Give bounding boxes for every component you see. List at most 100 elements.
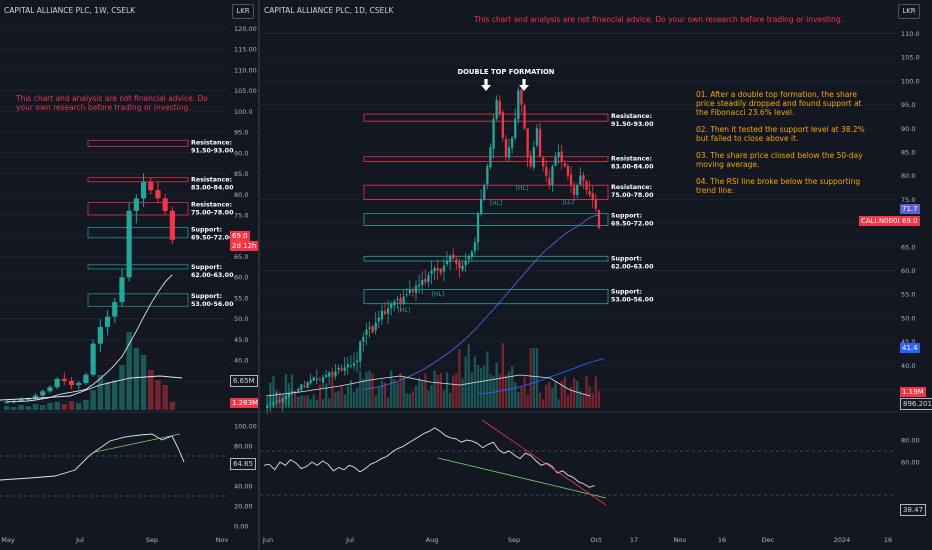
- candle-body: [452, 254, 455, 259]
- candle-body: [47, 387, 53, 392]
- volume-bar: [514, 382, 517, 408]
- zone-range: 75.00-78.00: [611, 192, 654, 199]
- price-tick-label: 55.0: [901, 291, 915, 299]
- candle-body: [275, 400, 278, 403]
- volume-bar: [340, 386, 343, 408]
- candle-body: [424, 279, 427, 283]
- volume-bar: [396, 382, 399, 408]
- candle-body: [83, 374, 89, 384]
- volume-bar: [526, 394, 529, 408]
- daily-currency-button[interactable]: LKR: [898, 4, 920, 19]
- volume-bar: [408, 393, 411, 408]
- volume-bar: [68, 401, 75, 410]
- candle-body: [480, 199, 483, 215]
- candle-body: [492, 118, 495, 149]
- volume-bar: [402, 375, 405, 408]
- candle-body: [588, 191, 591, 195]
- candle-body: [343, 367, 346, 371]
- candle-body: [573, 186, 576, 195]
- candle-body: [430, 270, 433, 274]
- volume-bar: [535, 348, 539, 408]
- candle-body: [473, 242, 477, 252]
- weekly-chart-panel[interactable]: 120.00 115.00 110.00 105.00 100.0 95.0 90.0 85.…: [0, 0, 261, 550]
- volume-bar: [461, 378, 464, 408]
- candle-body: [374, 322, 377, 331]
- volume-bar: [557, 399, 560, 408]
- volume-bar: [331, 374, 334, 408]
- volume-bar: [582, 393, 585, 408]
- volume-bar: [162, 385, 168, 410]
- volume-bar: [442, 390, 446, 408]
- volume-bar: [449, 392, 452, 408]
- price-tick-label: 50.0: [234, 315, 248, 323]
- candle-body: [303, 385, 306, 387]
- volume-bar: [294, 391, 297, 408]
- x-axis-label: 16: [884, 536, 892, 544]
- candle-body: [436, 268, 439, 271]
- analysis-note: 03. The share price closed below the 50-…: [696, 151, 863, 169]
- daily-chart-panel[interactable]: 110.0105.0100.095.090.085.080.075.070.06…: [260, 0, 932, 550]
- volume-bar: [359, 370, 362, 408]
- daily-ma-badge: 71.7: [900, 204, 920, 214]
- price-tick-label: 95.0: [234, 129, 248, 137]
- zone-range: 83.00-84.00: [611, 164, 654, 171]
- candle-body: [68, 380, 75, 386]
- candle-body: [334, 371, 337, 377]
- volume-bar: [377, 387, 380, 408]
- candle-body: [408, 289, 411, 294]
- candle-body: [119, 277, 125, 303]
- candle-body: [542, 157, 545, 167]
- swing-label: [HL]: [490, 200, 503, 207]
- volume-bar: [76, 403, 82, 410]
- swing-label: [HL]: [516, 185, 529, 192]
- candle-body: [532, 147, 535, 168]
- daily-chart-canvas[interactable]: 110.0105.0100.095.090.085.080.075.070.06…: [260, 0, 932, 550]
- daily-symbol-badge: CALI.N0000: [859, 216, 904, 226]
- volume-bar: [476, 365, 480, 408]
- rsi-tick-label: 60.00: [901, 459, 920, 467]
- weekly-rsi-badge: 64.65: [230, 458, 257, 470]
- volume-ma-line: [265, 374, 591, 397]
- zone-box: [87, 139, 189, 147]
- zone-range: 75.00-78.00: [191, 210, 234, 217]
- volume-bar: [486, 351, 489, 408]
- candle-body: [560, 151, 563, 162]
- x-axis-label: 2024: [834, 536, 851, 544]
- candle-body: [371, 325, 374, 333]
- volume-bar: [421, 381, 424, 408]
- price-tick-label: 45.0: [901, 338, 915, 346]
- volume-bar: [545, 384, 548, 408]
- candle-body: [61, 378, 67, 381]
- candle-body: [405, 294, 408, 296]
- panel-divider[interactable]: [258, 0, 260, 550]
- analysis-note: 01. After a double top formation, the sh…: [696, 90, 862, 117]
- candle-body: [498, 101, 501, 115]
- ma200-line: [477, 358, 604, 395]
- volume-bar: [61, 404, 68, 410]
- weekly-currency-button[interactable]: LKR: [232, 4, 254, 19]
- volume-bar: [542, 399, 545, 408]
- volume-bar: [25, 406, 32, 410]
- volume-bar: [309, 399, 312, 408]
- candle-body: [396, 298, 399, 300]
- price-tick-label: 65.0: [901, 243, 915, 251]
- rsi-line: [263, 427, 595, 488]
- daily-volume-ma-badge: 896.201K: [900, 398, 932, 410]
- volume-bar: [126, 332, 132, 410]
- weekly-chart-canvas[interactable]: 120.00 115.00 110.00 105.00 100.0 95.0 90.0 85.…: [0, 0, 258, 550]
- candle-body: [576, 185, 579, 195]
- candle-body: [486, 166, 489, 185]
- zone-range: 91.50-93.00: [191, 147, 234, 154]
- candle-body: [383, 311, 387, 315]
- volume-bar: [155, 380, 161, 410]
- candle-body: [328, 372, 331, 377]
- x-axis-label: Jul: [345, 536, 354, 544]
- x-axis-label: 17: [630, 536, 638, 544]
- candle-body: [349, 365, 353, 367]
- rsi-trendline: [437, 457, 607, 499]
- candle-body: [340, 368, 343, 371]
- candle-body: [538, 129, 542, 157]
- candle-body: [399, 298, 402, 304]
- candle-body: [514, 118, 517, 139]
- zone-range: 83.00-84.00: [191, 185, 234, 192]
